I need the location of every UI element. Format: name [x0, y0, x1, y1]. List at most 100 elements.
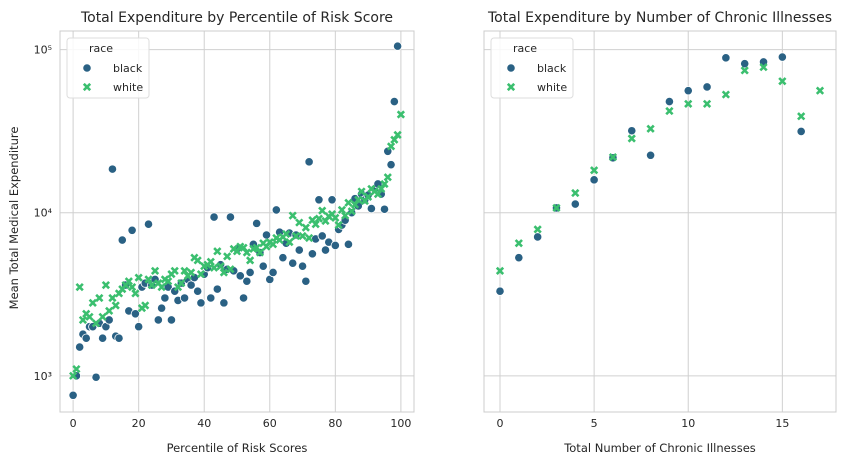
- data-point-white: [396, 110, 406, 119]
- data-point-white: [75, 282, 84, 292]
- legend-label-black: black: [537, 62, 567, 75]
- data-point-white: [759, 63, 768, 72]
- data-point-white: [341, 211, 350, 220]
- legend-marker-black: [506, 63, 516, 73]
- data-point-white: [134, 273, 143, 282]
- data-point-black: [533, 232, 543, 242]
- x-tick-label: 10: [681, 417, 695, 430]
- data-point-white: [164, 277, 173, 286]
- data-point-white: [91, 319, 101, 328]
- data-point-white: [101, 280, 111, 290]
- legend-marker-black: [82, 63, 92, 73]
- data-point-black: [225, 212, 236, 222]
- y-tick-label: 10³: [34, 370, 52, 383]
- legend-box: [66, 37, 150, 99]
- data-point-white: [150, 266, 160, 275]
- data-point-black: [134, 322, 144, 332]
- data-point-white: [495, 266, 505, 275]
- data-point-white: [347, 207, 356, 216]
- data-point-black: [327, 195, 337, 205]
- data-point-black: [130, 309, 140, 319]
- right-chart-xlabel: Total Number of Chronic Illnesses: [563, 441, 756, 455]
- data-point-black: [166, 315, 177, 325]
- left-chart-ylabel: Mean Total Medical Expenditure: [7, 127, 21, 310]
- data-point-black: [683, 86, 693, 96]
- data-point-white: [245, 256, 255, 265]
- legend-marker-white: [82, 82, 92, 92]
- data-point-white: [337, 205, 347, 215]
- data-point-white: [291, 231, 301, 241]
- data-point-black: [740, 59, 750, 69]
- data-point-black: [143, 219, 154, 229]
- plot-frame: [59, 30, 415, 413]
- data-point-black: [114, 333, 124, 343]
- data-point-white: [301, 223, 310, 232]
- data-point-black: [193, 286, 203, 296]
- data-point-white: [533, 225, 542, 234]
- data-point-white: [514, 239, 523, 248]
- data-point-black: [98, 333, 108, 343]
- data-point-white: [318, 206, 327, 215]
- data-point-black: [514, 253, 524, 263]
- data-point-white: [721, 90, 731, 99]
- data-point-black: [320, 245, 331, 255]
- data-point-white: [127, 282, 137, 292]
- data-point-black: [238, 293, 249, 303]
- data-point-black: [379, 204, 390, 214]
- data-point-black: [212, 284, 222, 294]
- data-point-white: [170, 266, 179, 275]
- data-point-white: [98, 312, 107, 321]
- data-point-black: [389, 96, 399, 107]
- y-tick-label: 10⁴: [34, 207, 53, 220]
- data-point-black: [278, 253, 288, 263]
- x-tick-label: 80: [328, 417, 342, 430]
- data-point-white: [373, 189, 383, 199]
- data-point-black: [366, 203, 376, 214]
- data-point-white: [357, 187, 366, 196]
- data-point-black: [330, 240, 340, 251]
- data-point-black: [393, 41, 403, 51]
- left-chart: Total Expenditure by Percentile of Risk …: [7, 10, 415, 455]
- data-point-black: [160, 293, 170, 303]
- right-chart: Total Expenditure by Number of Chronic I…: [483, 10, 837, 455]
- data-point-black: [796, 126, 806, 137]
- data-point-white: [111, 301, 120, 310]
- x-tick-label: 100: [390, 417, 411, 430]
- data-point-black: [91, 372, 101, 382]
- legend-title: race: [89, 42, 113, 55]
- data-point-black: [258, 261, 268, 271]
- data-point-black: [117, 235, 127, 245]
- data-point-white: [209, 263, 219, 272]
- data-point-white: [344, 198, 353, 207]
- data-point-white: [177, 279, 186, 288]
- data-point-white: [124, 277, 133, 286]
- data-point-black: [153, 315, 163, 325]
- data-point-white: [105, 306, 114, 316]
- data-point-white: [68, 371, 78, 380]
- left-chart-xlabel: Percentile of Risk Scores: [167, 441, 308, 455]
- data-point-white: [684, 99, 693, 108]
- data-point-black: [314, 195, 324, 205]
- x-tick-label: 5: [591, 417, 598, 430]
- series-white: [68, 110, 406, 380]
- data-point-white: [255, 248, 265, 257]
- data-point-white: [88, 298, 97, 307]
- data-point-white: [311, 220, 320, 229]
- data-point-white: [314, 214, 324, 223]
- x-tick-label: 15: [775, 417, 789, 430]
- data-point-white: [85, 312, 94, 321]
- data-point-white: [552, 203, 561, 213]
- x-tick-label: 0: [497, 417, 504, 430]
- plot-frame: [483, 30, 837, 413]
- data-point-black: [307, 249, 317, 259]
- data-point-white: [186, 268, 196, 277]
- data-point-white: [646, 124, 655, 133]
- data-point-black: [294, 245, 304, 255]
- data-point-black: [645, 150, 656, 160]
- data-point-white: [393, 130, 402, 139]
- data-point-white: [196, 270, 206, 279]
- data-point-black: [157, 303, 167, 313]
- data-point-white: [157, 282, 166, 292]
- x-tick-label: 60: [263, 417, 277, 430]
